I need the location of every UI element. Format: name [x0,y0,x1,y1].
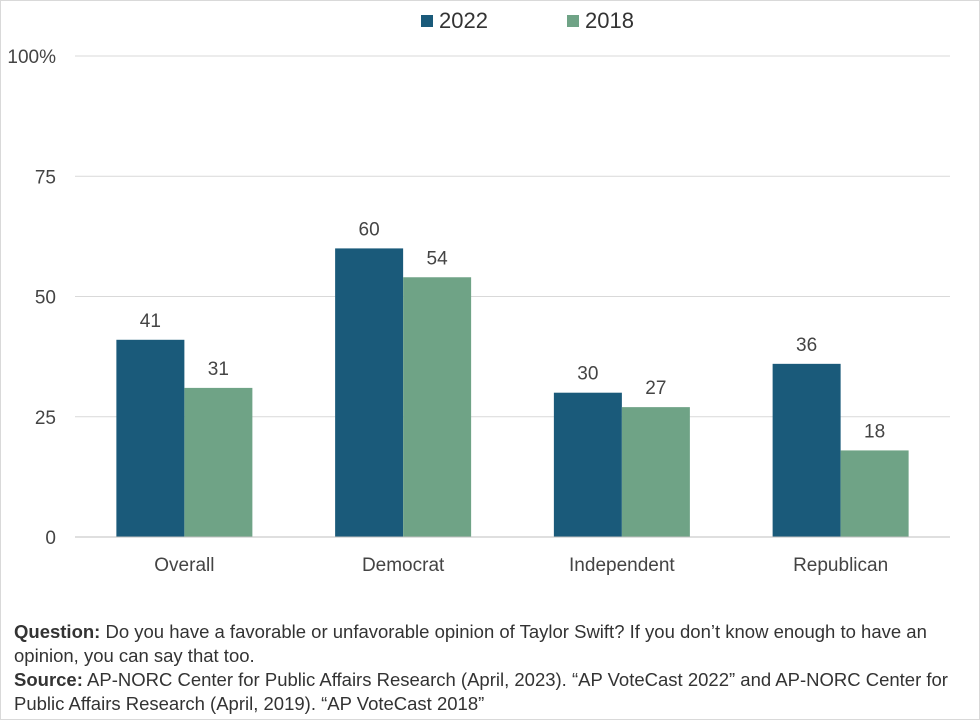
bar-2022-republican [772,363,841,537]
data-label: 41 [140,311,161,332]
data-label: 36 [796,335,817,356]
bar-2022-independent [553,392,622,537]
data-label: 30 [577,364,598,385]
x-tick-label: Independent [569,555,675,576]
y-tick-label: 0 [45,528,56,549]
y-tick-label: 50 [35,288,56,309]
bar-2022-democrat [335,248,404,537]
x-tick-label: Republican [793,555,888,576]
y-tick-label: 25 [35,408,56,429]
legend-swatch-2022 [421,15,433,27]
legend-label-2018: 2018 [585,8,634,33]
legend-swatch-2018 [567,15,579,27]
bar-chart: 0 25 50 75 100% 41 31 Overall 60 54 Democrat 30 27 In… [7,47,950,576]
question-note: Question: Do you have a favorable or unf… [14,620,964,668]
legend-item-2018: 2018 [567,8,634,34]
data-label: 54 [427,248,449,269]
legend-label-2022: 2022 [439,8,488,33]
x-tick-label: Overall [154,555,214,576]
source-text: AP-NORC Center for Public Affairs Resear… [14,669,948,714]
y-tick-label: 75 [35,167,56,188]
question-label: Question: [14,621,101,642]
data-label: 27 [645,378,666,399]
data-label: 18 [864,421,885,442]
x-tick-label: Democrat [362,555,445,576]
question-text: Do you have a favorable or unfavorable o… [14,621,927,666]
bar-2022-overall [116,339,185,537]
bar-2018-independent [621,407,690,537]
source-label: Source: [14,669,83,690]
legend: 2022 2018 [0,8,980,38]
bar-2018-overall [184,387,253,537]
source-note: Source: AP-NORC Center for Public Affair… [14,668,964,716]
bar-2018-democrat [403,277,472,537]
data-label: 60 [359,219,380,240]
bar-2018-republican [840,450,909,537]
data-label: 31 [208,359,229,380]
y-tick-label: 100% [7,47,56,68]
legend-item-2022: 2022 [421,8,488,34]
chart-notes: Question: Do you have a favorable or unf… [14,620,964,716]
